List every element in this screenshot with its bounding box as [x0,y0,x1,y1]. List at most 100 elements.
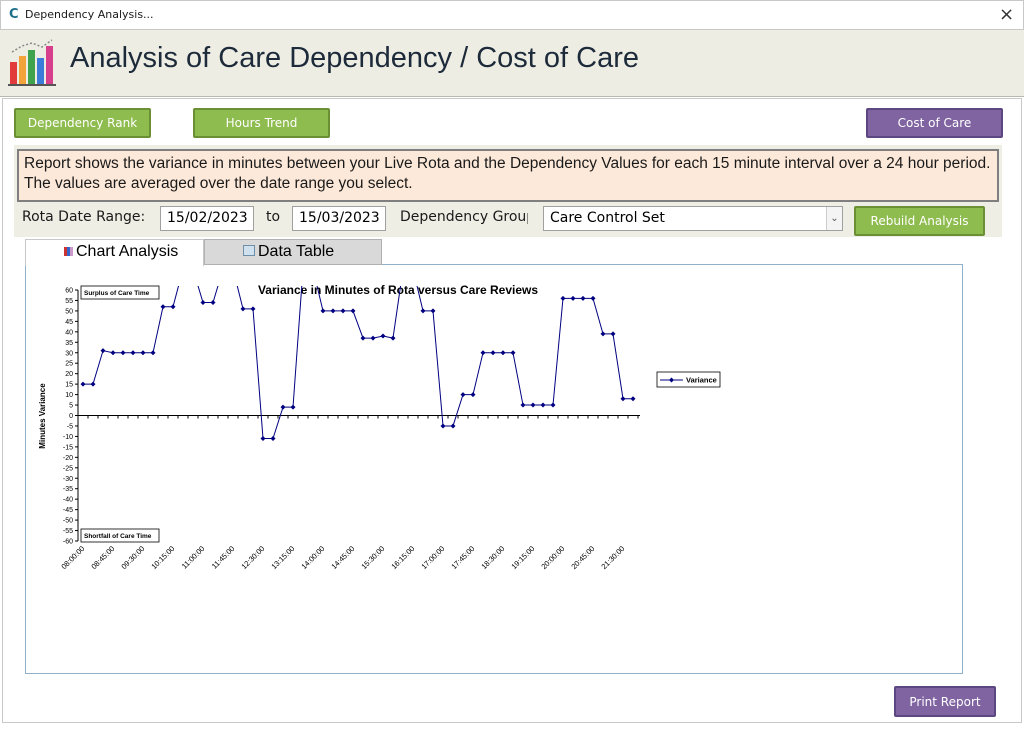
data-point [311,267,316,272]
x-tick-label: 14:00:00 [299,544,326,571]
data-point [390,335,396,341]
data-point [280,404,286,410]
data-point [560,295,566,301]
select-arrow[interactable]: ⌄ [826,207,842,230]
data-point [231,267,236,272]
y-tick-label: 0 [69,413,73,420]
y-tick-label: 60 [65,288,73,295]
data-point [440,423,446,429]
data-point [320,308,326,314]
data-point [580,295,586,301]
data-point [80,381,86,387]
date-from-input[interactable]: 15/02/2023 [160,206,254,231]
y-tick-label: -25 [63,465,73,472]
y-tick-label: -60 [63,539,73,546]
date-range-label: Rota Date Range: [22,209,146,225]
x-tick-label: 08:45:00 [89,544,116,571]
x-tick-label: 21:30:00 [599,544,626,571]
data-point [100,348,106,354]
close-button[interactable]: × [999,4,1015,25]
print-button[interactable]: Print Report [894,686,996,717]
data-point [260,436,266,442]
tab-panel [25,264,963,674]
legend-label: Variance [686,376,717,385]
y-tick-label: -55 [63,528,73,535]
annotation-box [80,528,160,543]
x-tick-label: 15:30:00 [359,544,386,571]
y-tick-label: 30 [65,350,73,357]
y-tick-label: -50 [63,518,73,525]
annotation: Shortfall of Care Time [84,533,152,540]
y-tick-label: 15 [65,382,73,389]
rebuild-button[interactable]: Rebuild Analysis [854,206,985,236]
y-tick-label: -5 [67,423,73,430]
legend-box [656,371,721,388]
x-tick-label: 12:30:00 [239,544,266,571]
y-tick-label: -30 [63,476,73,483]
data-point [181,267,186,272]
data-point [530,402,536,408]
x-tick-label: 16:15:00 [389,544,416,571]
y-tick-label: 35 [65,340,73,347]
dependency-rank-button[interactable]: Dependency Rank [14,108,151,138]
data-point [600,331,606,337]
y-tick-label: 25 [65,361,73,368]
x-tick-label: 17:00:00 [419,544,446,571]
chart-tab[interactable]: Chart Analysis [25,239,204,266]
data-point [411,267,416,272]
data-point [110,350,116,356]
annotation: Surplus of Care Time [84,290,150,297]
data-point [170,304,176,310]
data-point [470,392,476,398]
plot-area [80,267,636,442]
date-to-input[interactable]: 15/03/2023 [292,206,386,231]
group-select[interactable]: Care Control Set [543,206,843,231]
data-point [590,295,596,301]
data-point [140,350,146,356]
group-label: Dependency Group [400,209,528,225]
y-tick-label: -35 [63,486,73,493]
data-point [500,350,506,356]
annotation-box [80,285,160,300]
data-point [340,308,346,314]
data-point [430,308,436,314]
hours-trend-button[interactable]: Hours Trend [193,108,330,138]
header: Analysis of Care Dependency / Cost of Ca… [0,30,1024,97]
data-point [240,306,246,312]
y-tick-label: -45 [63,507,73,514]
x-tick-label: 20:00:00 [539,544,566,571]
tab-icon [243,245,255,256]
data-point [160,304,166,310]
x-tick-label: 18:30:00 [479,544,506,571]
data-point [620,396,626,402]
body-frame [2,98,1022,723]
data-point [480,350,486,356]
data-point [450,423,456,429]
y-tick-label: -15 [63,444,73,451]
data-point [120,350,126,356]
y-tick-label: -10 [63,434,73,441]
y-tick-label: 10 [65,392,73,399]
data-point [330,308,336,314]
x-tick-label: 10:15:00 [149,544,176,571]
data-point [360,335,366,341]
y-tick-label: -20 [63,455,73,462]
x-tick-label: 19:15:00 [509,544,536,571]
tab-icon [64,247,73,256]
y-tick-label: 55 [65,298,73,305]
legend-marker [669,377,674,383]
data-point [510,350,516,356]
data-point [221,267,226,272]
data-point [130,350,136,356]
data-point [420,308,426,314]
x-tick-label: 11:00:00 [180,544,207,571]
y-axis-label: Minutes Variance [38,383,47,449]
data-point [270,436,276,442]
data-table-tab[interactable]: Data Table [204,239,382,265]
cost-of-care-button[interactable]: Cost of Care [866,108,1003,138]
data-point [191,267,196,272]
x-tick-label: 11:45:00 [210,544,237,571]
data-point [290,404,296,410]
